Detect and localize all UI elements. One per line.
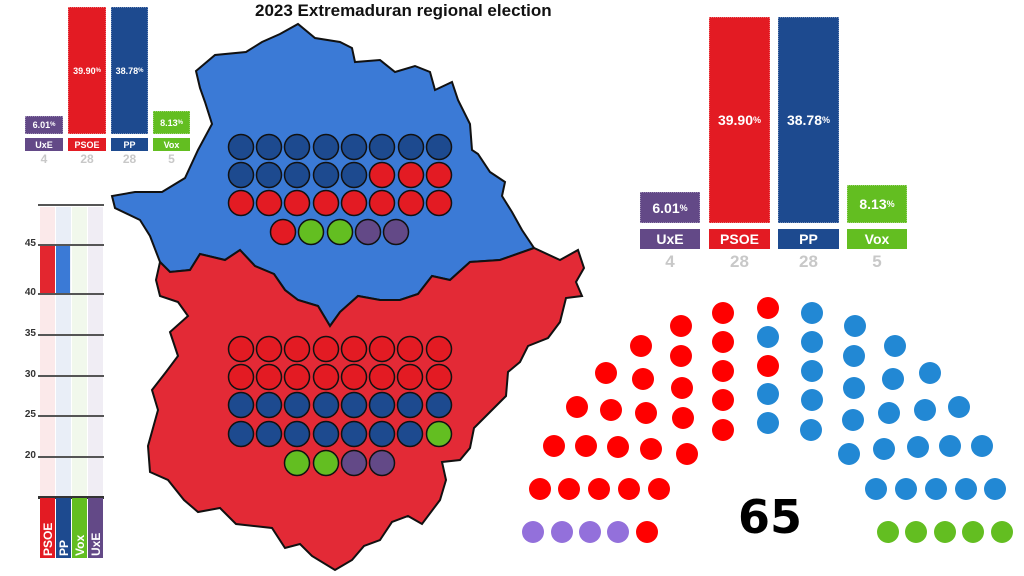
poll-label-psoe: PSOE <box>40 498 55 558</box>
caceres-seat-dots <box>227 133 453 246</box>
bar-vox-pct: 8.13 <box>160 117 178 128</box>
bar-uxe: 6.01% <box>25 116 63 134</box>
seats-vox: 5 <box>168 152 175 166</box>
column-bg-uxe <box>88 207 103 497</box>
big-label-psoe: PSOE <box>709 229 770 249</box>
bar-psoe: 39.90% <box>68 7 106 134</box>
big-label-vox: Vox <box>847 229 907 249</box>
big-bar-uxe: 6.01% <box>640 192 700 223</box>
hemicycle-psoe-seats <box>529 297 779 543</box>
label-uxe: UxE <box>25 138 63 151</box>
label-vox: Vox <box>153 138 190 151</box>
gridline-45 <box>38 244 104 246</box>
ytick-30: 30 <box>24 369 36 380</box>
baseline <box>38 496 104 499</box>
gridline-30 <box>38 375 104 377</box>
gridline-20 <box>38 456 104 458</box>
bar-uxe-pct: 6.01 <box>32 120 51 130</box>
hemicycle-pp-seats <box>757 302 1006 500</box>
range-bar-pp <box>56 245 70 294</box>
seats-pp: 28 <box>122 152 137 166</box>
hemicycle-uxe-seats <box>522 521 629 543</box>
seats-psoe: 28 <box>80 152 94 166</box>
poll-label-pp: PP <box>56 498 71 558</box>
big-bar-pp: 38.78% <box>778 17 839 223</box>
big-seats-vox: 5 <box>872 252 882 271</box>
big-seats-uxe: 4 <box>665 252 675 271</box>
gridline-40 <box>38 293 104 295</box>
poll-label-vox: Vox <box>72 498 87 558</box>
bar-vox: 8.13% <box>153 111 190 134</box>
big-bar-psoe: 39.90% <box>709 17 770 223</box>
label-psoe: PSOE <box>68 138 106 151</box>
seats-uxe: 4 <box>40 152 48 166</box>
big-bar-uxe-pct: 6.01 <box>652 199 680 216</box>
bar-pp: 38.78% <box>111 7 148 134</box>
column-bg-vox <box>72 207 87 497</box>
chart-title-text: 2023 Extremaduran regional election <box>255 1 552 20</box>
ytick-20: 20 <box>24 450 36 461</box>
big-bar-psoe-pct: 39.90 <box>717 112 754 128</box>
big-bar-vox-pct: 8.13 <box>859 196 887 212</box>
big-label-pp: PP <box>778 229 839 249</box>
hemicycle-vox-seats <box>877 521 1013 543</box>
ytick-40: 40 <box>24 287 36 298</box>
big-bar-pp-pct: 38.78 <box>786 112 823 128</box>
big-seats-psoe: 28 <box>730 252 749 271</box>
gridline-top <box>38 204 104 206</box>
bar-pp-pct: 38.78 <box>115 65 139 76</box>
ytick-45: 45 <box>24 238 36 249</box>
badajoz-seat-dots <box>227 335 453 477</box>
big-bar-vox: 8.13% <box>847 185 907 223</box>
total-seats-label: 65 <box>738 490 803 544</box>
gridline-35 <box>38 334 104 336</box>
bar-psoe-pct: 39.90 <box>73 65 96 76</box>
ytick-25: 25 <box>24 409 36 420</box>
poll-label-uxe: UxE <box>88 498 103 558</box>
gridline-25 <box>38 415 104 417</box>
range-bar-psoe <box>40 245 55 294</box>
ytick-35: 35 <box>24 328 36 339</box>
big-label-uxe: UxE <box>640 229 700 249</box>
big-seats-pp: 28 <box>799 252 818 271</box>
label-pp: PP <box>111 138 148 151</box>
